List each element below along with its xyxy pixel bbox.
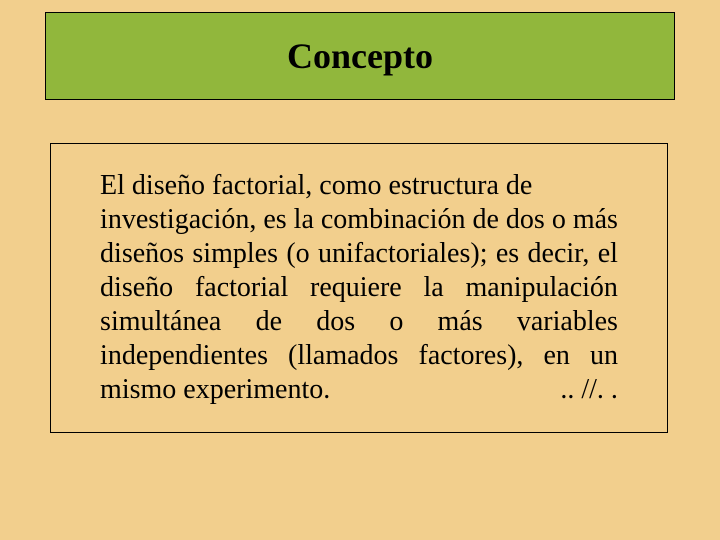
title-box: Concepto: [45, 12, 675, 100]
content-text: El diseño factorial, como estructura dei…: [100, 169, 618, 407]
content-trailing-marker: .. //. .: [560, 373, 618, 407]
content-line: diseño factorial requiere la manipulació…: [100, 271, 618, 305]
slide: Concepto El diseño factorial, como estru…: [0, 0, 720, 540]
content-last-line-text: mismo experimento.: [100, 373, 330, 407]
content-line: diseños simples (o unifactoriales); es d…: [100, 237, 618, 271]
title-text: Concepto: [287, 35, 433, 77]
content-line: independientes (llamados factores), en u…: [100, 339, 618, 373]
content-line: El diseño factorial, como estructura de: [100, 169, 618, 203]
content-line: simultánea de dos o más variables: [100, 305, 618, 339]
content-box: El diseño factorial, como estructura dei…: [50, 143, 668, 433]
content-line: mismo experimento. .. //. .: [100, 373, 618, 407]
content-line: investigación, es la combinación de dos …: [100, 203, 618, 237]
